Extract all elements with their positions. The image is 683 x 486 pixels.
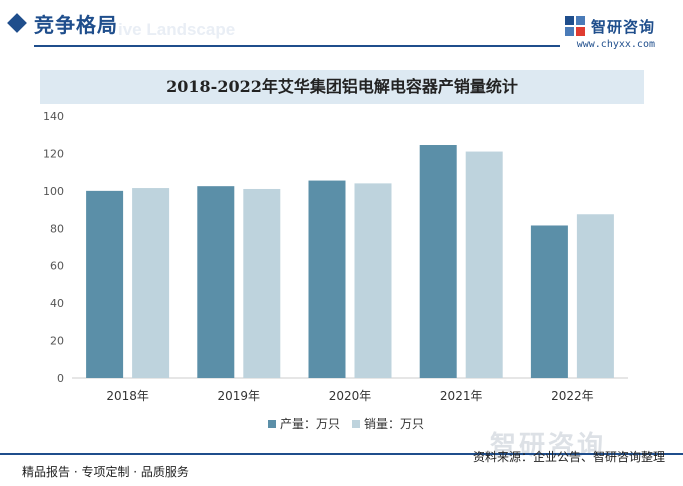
bar-sales (243, 188, 281, 378)
bar-production (308, 180, 346, 378)
bar-sales (354, 183, 392, 378)
y-tick-label: 40 (50, 297, 64, 310)
footer-watermark-text: 智研咨询 (490, 431, 607, 461)
x-tick-label: 2018年 (106, 389, 149, 403)
bar-sales (132, 188, 170, 378)
section-subtitle: ive Landscape (118, 20, 236, 39)
bar-production (530, 225, 568, 378)
bar-production (86, 190, 124, 378)
bar-sales (465, 151, 503, 378)
brand-name: 智研咨询 (590, 17, 655, 36)
header-divider (34, 45, 560, 47)
y-tick-label: 20 (50, 335, 64, 348)
y-tick-label: 140 (43, 110, 64, 123)
diamond-icon (7, 13, 27, 33)
footer-watermark: 智研咨询 (490, 425, 606, 462)
y-tick-label: 80 (50, 222, 64, 235)
chart-title: 2018-2022年艾华集团铝电解电容器产销量统计 (166, 77, 518, 96)
legend-swatch (352, 420, 360, 428)
bar-sales (576, 214, 614, 378)
header: 竞争格局 ive Landscape 智研咨询 www.chyxx.com (0, 0, 683, 60)
y-tick-label: 120 (43, 147, 64, 160)
brand-url: www.chyxx.com (576, 39, 655, 50)
brand-logo-icon (564, 16, 585, 36)
section-title: 竞争格局 (34, 13, 118, 37)
legend-label: 销量：万只 (364, 417, 424, 431)
bar-chart: 0 20 40 60 80 100 120 140 2018年 2019年 2020年 2021年 20… (43, 110, 628, 431)
x-tick-label: 2021年 (440, 389, 483, 403)
chart-title-bar: 2018-2022年艾华集团铝电解电容器产销量统计 (40, 70, 644, 104)
x-tick-label: 2022年 (551, 389, 594, 403)
bar-production (197, 186, 235, 378)
brand: 智研咨询 (564, 14, 655, 38)
footer-divider (0, 453, 683, 455)
bar-production (419, 145, 457, 378)
y-tick-label: 0 (57, 372, 64, 385)
x-tick-label: 2020年 (329, 389, 372, 403)
y-tick-label: 100 (43, 185, 64, 198)
legend-label: 产量：万只 (280, 417, 340, 431)
y-tick-label: 60 (50, 260, 64, 273)
legend-swatch (268, 420, 276, 428)
footer-tagline: 精品报告 · 专项定制 · 品质服务 (22, 465, 189, 479)
footer-source: 资料来源：企业公告、智研咨询整理 (472, 450, 665, 464)
x-tick-label: 2019年 (218, 389, 261, 403)
